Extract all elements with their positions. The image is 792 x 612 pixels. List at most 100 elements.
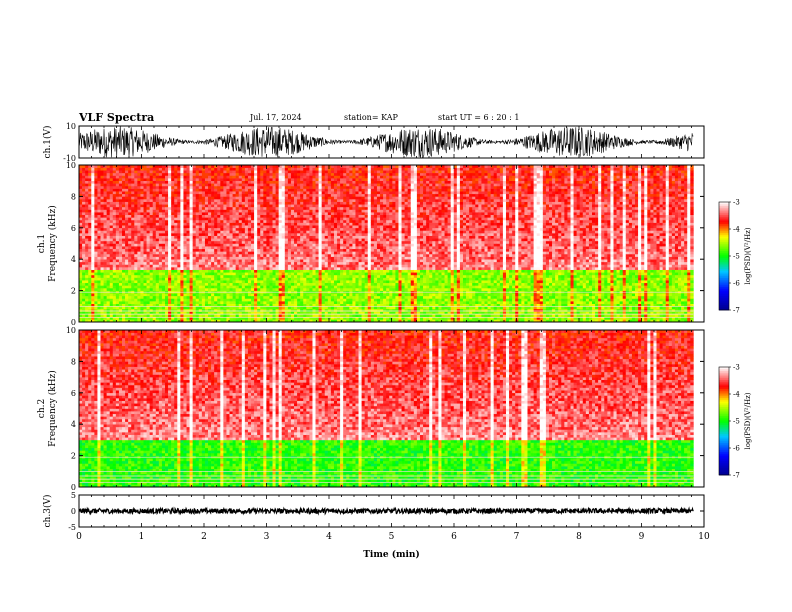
spectrogram-cell [107, 272, 110, 275]
spectrogram-cell [122, 175, 125, 178]
spectrogram-cell [119, 288, 122, 291]
spectrogram-cell [147, 293, 150, 296]
spectrogram-cell [144, 230, 147, 233]
spectrogram-cell [104, 170, 107, 173]
spectrogram-cell [144, 285, 147, 288]
spectrogram-cell [128, 186, 131, 189]
spectrogram-cell [144, 223, 147, 226]
spectrogram-cell [110, 283, 113, 286]
spectrogram-cell [94, 209, 97, 212]
spectrogram-cell [91, 241, 94, 244]
spectrogram-cell [97, 251, 100, 254]
spectrogram-cell [97, 249, 100, 252]
y-axis-label: ch.1(V) [42, 126, 53, 159]
spectrogram-cell [153, 298, 156, 301]
spectrogram-cell [150, 215, 153, 218]
spectrogram-cell [119, 207, 122, 210]
spectrogram-cell [147, 275, 150, 278]
spectrogram-cell [131, 178, 134, 181]
spectrogram-cell [150, 270, 153, 273]
spectrogram-cell [88, 272, 91, 275]
spectrogram-cell [110, 309, 113, 312]
spectrogram-cell [147, 267, 150, 270]
spectrogram-cell [113, 220, 116, 223]
spectrogram-cell [119, 223, 122, 226]
spectrogram-cell [88, 178, 91, 181]
spectrogram-cell [82, 249, 85, 252]
spectrogram-cell [150, 217, 153, 220]
spectrogram-cell [107, 228, 110, 231]
spectrogram-cell [104, 280, 107, 283]
spectrogram-cell [101, 298, 104, 301]
spectrogram-cell [144, 309, 147, 312]
spectrogram-cell [119, 189, 122, 192]
spectrogram-cell [113, 202, 116, 205]
spectrogram-cell [85, 186, 88, 189]
spectrogram-cell [147, 285, 150, 288]
spectrogram-cell [131, 233, 134, 236]
spectrogram-cell [91, 283, 94, 286]
spectrogram-cell [85, 306, 88, 309]
spectrogram-cell [97, 246, 100, 249]
spectrogram-cell [137, 280, 140, 283]
spectrogram-cell [94, 183, 97, 186]
spectrogram-cell [150, 186, 153, 189]
spectrogram-cell [134, 183, 137, 186]
spectrogram-cell [144, 178, 147, 181]
spectrogram-cell [122, 259, 125, 262]
spectrogram-cell [82, 207, 85, 210]
spectrogram-cell [140, 259, 143, 262]
spectrogram-cell [140, 251, 143, 254]
spectrogram-cell [79, 272, 82, 275]
spectrogram-cell [119, 238, 122, 241]
spectrogram-cell [104, 236, 107, 239]
spectrogram-cell [97, 298, 100, 301]
spectrogram-cell [79, 283, 82, 286]
spectrogram-cell [107, 275, 110, 278]
spectrogram-cell [128, 288, 131, 291]
spectrogram-cell [110, 233, 113, 236]
spectrogram-cell [116, 175, 119, 178]
spectrogram-cell [113, 233, 116, 236]
spectrogram-cell [125, 175, 128, 178]
spectrogram-cell [82, 175, 85, 178]
spectrogram-cell [122, 225, 125, 228]
spectrogram-cell [94, 228, 97, 231]
spectrogram-cell [107, 301, 110, 304]
spectrogram-cell [107, 173, 110, 176]
spectrogram-cell [82, 301, 85, 304]
spectrogram-cell [137, 267, 140, 270]
spectrogram-cell [131, 202, 134, 205]
spectrogram-cell [97, 264, 100, 267]
spectrogram-cell [88, 254, 91, 257]
spectrogram-cell [137, 217, 140, 220]
spectrogram-cell [128, 220, 131, 223]
spectrogram-cell [137, 236, 140, 239]
spectrogram-cell [134, 230, 137, 233]
spectrogram-cell [82, 170, 85, 173]
spectrogram-cell [128, 207, 131, 210]
spectrogram-cell [110, 254, 113, 257]
spectrogram-cell [110, 293, 113, 296]
spectrogram-cell [128, 215, 131, 218]
spectrogram-cell [128, 270, 131, 273]
spectrogram-cell [104, 191, 107, 194]
spectrogram-cell [125, 244, 128, 247]
spectrogram-cell [101, 254, 104, 257]
spectrogram-cell [82, 241, 85, 244]
spectrogram-cell [137, 241, 140, 244]
spectrogram-cell [113, 241, 116, 244]
spectrogram-cell [150, 272, 153, 275]
spectrogram-cell [88, 238, 91, 241]
spectrogram-cell [88, 275, 91, 278]
spectrogram-cell [144, 236, 147, 239]
spectrogram-cell [140, 196, 143, 199]
spectrogram-cell [131, 238, 134, 241]
spectrogram-cell [119, 220, 122, 223]
spectrogram-cell [137, 191, 140, 194]
spectrogram-cell [85, 259, 88, 262]
spectrogram-cell [119, 175, 122, 178]
spectrogram-cell [137, 209, 140, 212]
spectrogram-cell [94, 196, 97, 199]
spectrogram-cell [104, 306, 107, 309]
